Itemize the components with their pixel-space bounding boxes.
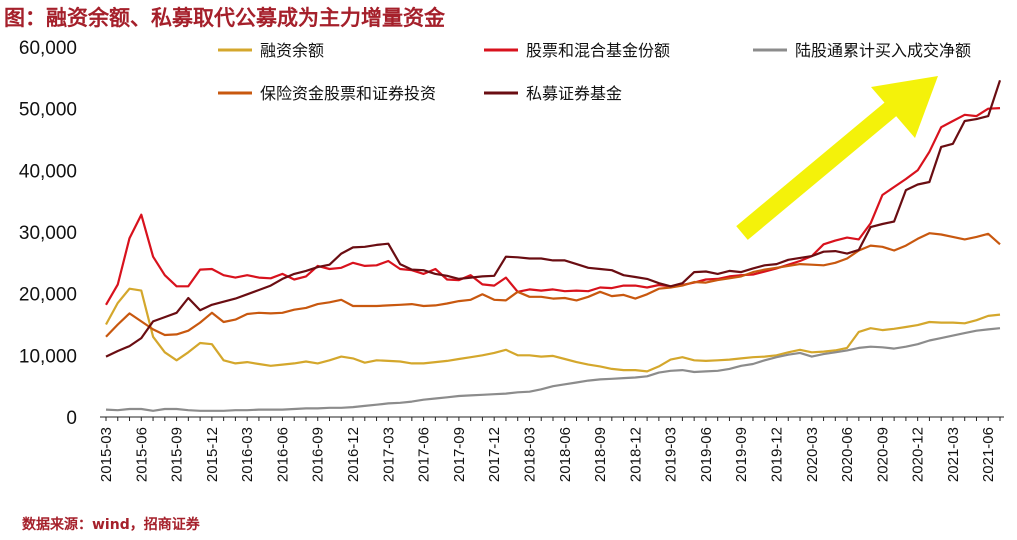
y-tick-label: 10,000 bbox=[19, 346, 77, 367]
x-tick-label: 2018-09 bbox=[592, 427, 609, 482]
chart-title: 图：融资余额、私募取代公募成为主力增量资金 bbox=[4, 6, 445, 30]
x-tick-label: 2017-03 bbox=[380, 427, 397, 482]
x-tick-label: 2019-12 bbox=[769, 427, 786, 482]
series-line-5 bbox=[105, 79, 1002, 358]
x-tick-label: 2020-12 bbox=[910, 427, 927, 482]
y-tick-label: 30,000 bbox=[19, 223, 77, 244]
x-axis: 2015-03 2015-06 2015-09 2015-12 2016-03 2016-… bbox=[98, 416, 1004, 482]
y-tick-label: 0 bbox=[66, 408, 77, 429]
x-tick-label: 2016-09 bbox=[310, 427, 327, 482]
arrow-head bbox=[871, 76, 938, 138]
y-tick-label: 40,000 bbox=[19, 161, 77, 182]
trend-arrow bbox=[736, 76, 938, 240]
x-tick-label: 2015-06 bbox=[133, 427, 150, 482]
x-tick-label: 2020-06 bbox=[839, 427, 856, 482]
x-tick-label: 2021-06 bbox=[980, 427, 997, 482]
x-tick-label: 2016-12 bbox=[345, 427, 362, 482]
x-tick-label: 2021-03 bbox=[945, 427, 962, 482]
x-tick-label: 2017-06 bbox=[416, 427, 433, 482]
x-tick-label: 2017-12 bbox=[486, 427, 503, 482]
legend-label-5: 私募证券基金 bbox=[526, 84, 622, 103]
arrow-shaft bbox=[736, 96, 904, 240]
series-lines bbox=[105, 79, 1002, 412]
legend-label-1: 融资余额 bbox=[260, 41, 324, 60]
x-tick-label: 2015-09 bbox=[169, 427, 186, 482]
source-note: 数据来源：wind，招商证券 bbox=[22, 517, 200, 533]
x-tick-label: 2015-12 bbox=[204, 427, 221, 482]
y-axis: 0 10,000 20,000 30,000 40,000 50,000 60,000 bbox=[19, 38, 77, 429]
series-line-3 bbox=[105, 327, 1001, 412]
x-tick-label: 2018-03 bbox=[521, 427, 538, 482]
x-tick-label: 2017-09 bbox=[451, 427, 468, 482]
x-tick-label: 2020-03 bbox=[804, 427, 821, 482]
y-tick-label: 50,000 bbox=[19, 100, 77, 121]
legend-label-4: 保险资金股票和证券投资 bbox=[260, 84, 436, 103]
x-tick-label: 2016-06 bbox=[274, 427, 291, 482]
x-tick-label: 2019-06 bbox=[698, 427, 715, 482]
x-tick-label: 2016-03 bbox=[239, 427, 256, 482]
x-tick-label: 2020-09 bbox=[874, 427, 891, 482]
x-tick-label: 2019-09 bbox=[733, 427, 750, 482]
x-tick-label: 2015-03 bbox=[98, 427, 115, 482]
series-line-2 bbox=[105, 107, 1001, 306]
series-line-4 bbox=[105, 232, 1001, 338]
legend-label-2: 股票和混合基金份额 bbox=[526, 41, 670, 60]
x-tick-label: 2018-12 bbox=[627, 427, 644, 482]
y-tick-label: 20,000 bbox=[19, 285, 77, 306]
series-line-1 bbox=[105, 287, 1001, 373]
x-tick-label: 2019-03 bbox=[663, 427, 680, 482]
legend-label-3: 陆股通累计买入成交净额 bbox=[795, 41, 971, 60]
y-tick-label: 60,000 bbox=[19, 38, 77, 59]
x-tick-label: 2018-06 bbox=[557, 427, 574, 482]
